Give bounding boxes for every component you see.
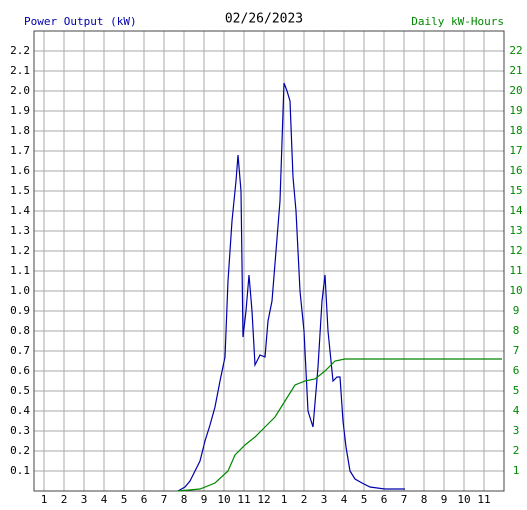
x-tick-label: 2 bbox=[301, 493, 308, 506]
y-tick-label: 0.2 bbox=[10, 444, 30, 457]
y-axis-title: Power Output (kW) bbox=[24, 15, 137, 28]
x-tick-label: 11 bbox=[237, 493, 250, 506]
y2-tick-label: 22 bbox=[509, 44, 522, 57]
y-tick-label: 1.3 bbox=[10, 224, 30, 237]
y2-tick-label: 2 bbox=[513, 444, 520, 457]
y2-tick-label: 4 bbox=[513, 404, 520, 417]
y2-tick-label: 12 bbox=[509, 244, 522, 257]
y-tick-label: 0.9 bbox=[10, 304, 30, 317]
y2-tick-label: 3 bbox=[513, 424, 520, 437]
y2-tick-label: 8 bbox=[513, 324, 520, 337]
y2-tick-label: 17 bbox=[509, 144, 522, 157]
x-tick-label: 2 bbox=[61, 493, 68, 506]
y-tick-label: 0.5 bbox=[10, 384, 30, 397]
y2-tick-label: 13 bbox=[509, 224, 522, 237]
y-tick-label: 1.6 bbox=[10, 164, 30, 177]
y2-tick-label: 5 bbox=[513, 384, 520, 397]
x-tick-label: 12 bbox=[257, 493, 270, 506]
x-tick-label: 8 bbox=[421, 493, 428, 506]
x-tick-label: 7 bbox=[161, 493, 168, 506]
y-tick-label: 0.4 bbox=[10, 404, 30, 417]
x-tick-label: 10 bbox=[457, 493, 470, 506]
y2-tick-label: 18 bbox=[509, 124, 522, 137]
x-tick-label: 11 bbox=[477, 493, 490, 506]
y2-tick-label: 7 bbox=[513, 344, 520, 357]
series-line bbox=[177, 358, 502, 492]
x-tick-label: 5 bbox=[361, 493, 368, 506]
y2-axis-title: Daily kW-Hours bbox=[411, 15, 504, 28]
y-tick-label: 1.7 bbox=[10, 144, 30, 157]
y-tick-label: 1.4 bbox=[10, 204, 30, 217]
x-tick-label: 5 bbox=[121, 493, 128, 506]
y-tick-label: 1.0 bbox=[10, 284, 30, 297]
y2-tick-label: 6 bbox=[513, 364, 520, 377]
y-tick-label: 1.2 bbox=[10, 244, 30, 257]
y2-tick-label: 19 bbox=[509, 104, 522, 117]
y-tick-label: 2.2 bbox=[10, 44, 30, 57]
chart-title: 02/26/2023 bbox=[225, 12, 303, 27]
y2-tick-label: 1 bbox=[513, 464, 520, 477]
series-line bbox=[177, 82, 405, 492]
x-tick-label: 10 bbox=[217, 493, 230, 506]
y-tick-label: 1.8 bbox=[10, 124, 30, 137]
y-tick-label: 2.1 bbox=[10, 64, 30, 77]
plot-border bbox=[33, 30, 505, 492]
y-tick-label: 0.7 bbox=[10, 344, 30, 357]
x-tick-label: 9 bbox=[441, 493, 448, 506]
y2-tick-label: 21 bbox=[509, 64, 522, 77]
y2-tick-label: 11 bbox=[509, 264, 522, 277]
y-tick-label: 0.3 bbox=[10, 424, 30, 437]
x-tick-label: 4 bbox=[341, 493, 348, 506]
y-tick-label: 1.9 bbox=[10, 104, 30, 117]
y2-tick-label: 20 bbox=[509, 84, 522, 97]
y-tick-label: 1.5 bbox=[10, 184, 30, 197]
x-tick-label: 6 bbox=[381, 493, 388, 506]
x-tick-label: 8 bbox=[181, 493, 188, 506]
y2-tick-label: 16 bbox=[509, 164, 522, 177]
y-tick-label: 1.1 bbox=[10, 264, 30, 277]
x-tick-label: 6 bbox=[141, 493, 148, 506]
x-tick-label: 3 bbox=[81, 493, 88, 506]
y2-tick-label: 10 bbox=[509, 284, 522, 297]
y2-tick-label: 14 bbox=[509, 204, 523, 217]
y-tick-label: 2.0 bbox=[10, 84, 30, 97]
x-tick-label: 1 bbox=[41, 493, 48, 506]
x-tick-label: 9 bbox=[201, 493, 208, 506]
x-tick-label: 3 bbox=[321, 493, 328, 506]
y2-tick-label: 9 bbox=[513, 304, 520, 317]
x-tick-label: 7 bbox=[401, 493, 408, 506]
y2-tick-label: 15 bbox=[509, 184, 522, 197]
y-tick-label: 0.1 bbox=[10, 464, 30, 477]
y-tick-label: 0.8 bbox=[10, 324, 30, 337]
y-tick-label: 0.6 bbox=[10, 364, 30, 377]
x-tick-label: 1 bbox=[281, 493, 288, 506]
x-tick-label: 4 bbox=[101, 493, 108, 506]
